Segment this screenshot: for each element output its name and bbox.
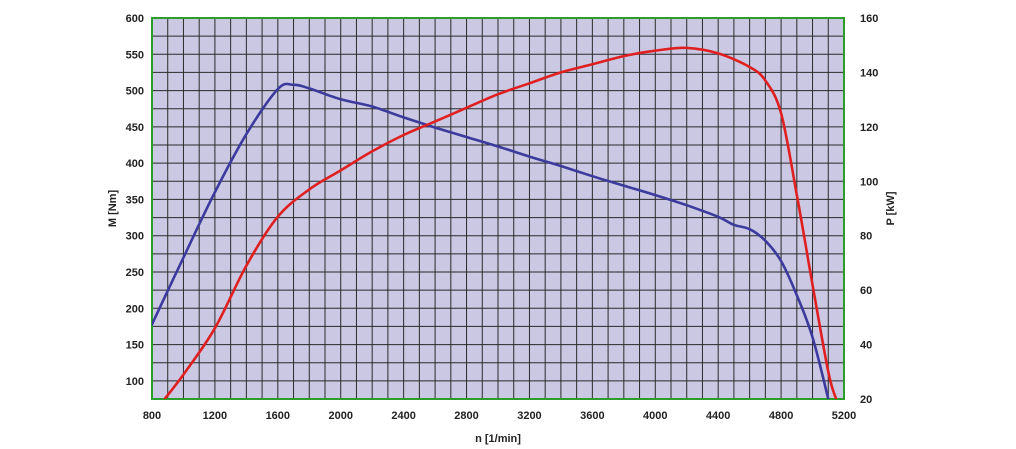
x-tick-label: 2000 [328, 410, 352, 422]
grid [151, 17, 845, 400]
right-y-tick-label: 140 [860, 67, 878, 79]
left-y-tick-label: 450 [126, 122, 144, 134]
x-axis-title: n [1/min] [475, 433, 521, 445]
right-y-tick-label: 20 [860, 394, 872, 406]
x-tick-label: 1600 [266, 410, 290, 422]
left-y-tick-label: 350 [126, 194, 144, 206]
right-y-tick-label: 80 [860, 231, 872, 243]
left-y-tick-label: 100 [126, 376, 144, 388]
right-y-tick-label: 40 [860, 340, 872, 352]
right-y-tick-label: 60 [860, 285, 872, 297]
left-y-tick-label: 300 [126, 231, 144, 243]
left-y-axis-title: M [Nm] [107, 190, 119, 228]
left-y-tick-label: 500 [126, 86, 144, 98]
x-tick-label: 1200 [203, 410, 227, 422]
x-tick-label: 800 [143, 410, 161, 422]
left-y-tick-label: 400 [126, 158, 144, 170]
x-tick-label: 5200 [832, 410, 856, 422]
left-y-tick-label: 200 [126, 303, 144, 315]
right-y-tick-label: 100 [860, 176, 878, 188]
power-curve [163, 46, 838, 399]
plot-frame [151, 17, 845, 400]
x-tick-label: 3600 [580, 410, 604, 422]
tick-labels: 800 1200 1600 2000 2400 2800 3200 3600 4000 4400 4… [126, 13, 879, 422]
left-y-tick-label: 150 [126, 340, 144, 352]
right-y-axis-title: P [kW] [885, 191, 897, 225]
series-layer [152, 46, 838, 399]
left-y-tick-label: 600 [126, 13, 144, 25]
x-tick-label: 4800 [769, 410, 793, 422]
left-y-tick-label: 550 [126, 49, 144, 61]
right-y-tick-label: 120 [860, 122, 878, 134]
torque-curve [152, 82, 830, 399]
x-tick-label: 3200 [517, 410, 541, 422]
left-y-tick-label: 250 [126, 267, 144, 279]
x-tick-label: 4000 [643, 410, 667, 422]
frame-border [151, 17, 845, 400]
x-tick-label: 2800 [454, 410, 478, 422]
x-tick-label: 4400 [706, 410, 730, 422]
right-y-tick-label: 160 [860, 13, 878, 25]
x-tick-label: 2400 [391, 410, 415, 422]
